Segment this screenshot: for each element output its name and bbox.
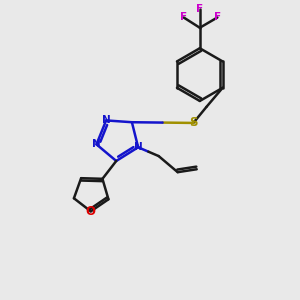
Text: O: O (86, 205, 96, 218)
Text: S: S (189, 116, 198, 129)
Text: N: N (134, 142, 142, 152)
Text: F: F (214, 13, 221, 22)
Text: N: N (92, 140, 101, 149)
Text: F: F (180, 13, 187, 22)
Text: N: N (102, 116, 110, 125)
Text: F: F (196, 4, 203, 14)
